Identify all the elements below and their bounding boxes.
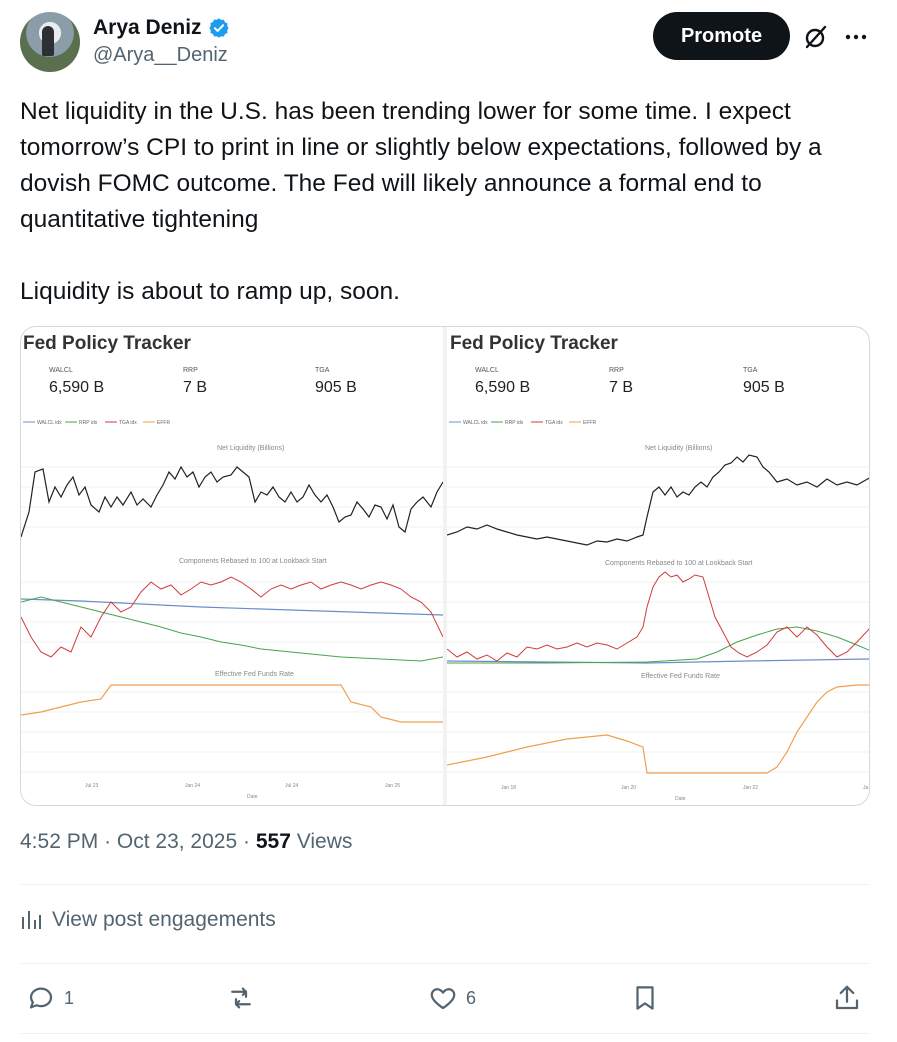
action-bar: 1 6 xyxy=(20,975,870,1023)
legend-rrp: RRP idx xyxy=(79,420,98,426)
x-tick: Jul 23 xyxy=(85,783,99,789)
x-tick: Jan 18 xyxy=(501,785,516,791)
post-meta: 4:52 PM · Oct 23, 2025 · 557 Views xyxy=(20,830,352,854)
meta-separator: · xyxy=(104,830,112,853)
like-button[interactable]: 6 xyxy=(428,983,476,1013)
bookmark-icon xyxy=(636,986,654,1010)
author-block: Arya Deniz @Arya__Deniz xyxy=(93,16,230,67)
subtitle-components: Components Rebased to 100 at Lookback St… xyxy=(605,560,753,567)
bookmark-button[interactable] xyxy=(630,983,660,1013)
metric-label-walcl: WALCL xyxy=(475,367,499,374)
gridlines xyxy=(21,466,443,773)
share-icon xyxy=(835,985,859,1010)
views-count: 557 xyxy=(255,830,291,853)
chart-plots-left: WALCL idx RRP idx TGA idx EFFR Net Liqui… xyxy=(21,420,443,800)
x-tick: Ja xyxy=(863,785,869,791)
metric-label-tga: TGA xyxy=(743,367,758,374)
avatar[interactable] xyxy=(20,12,80,72)
engagements-label: View post engagements xyxy=(52,908,276,931)
legend: WALCL idx RRP idx TGA idx EFFR xyxy=(449,420,596,426)
display-name[interactable]: Arya Deniz xyxy=(93,16,202,39)
chart-plots-right: WALCL idx RRP idx TGA idx EFFR Net Liqui… xyxy=(447,420,869,802)
repost-icon xyxy=(231,987,251,1009)
divider xyxy=(20,1033,870,1034)
legend-walcl: WALCL idx xyxy=(37,420,62,426)
analytics-icon xyxy=(22,911,41,929)
handle[interactable]: @Arya__Deniz xyxy=(93,44,228,66)
tga-idx-line xyxy=(21,576,443,658)
legend-effr: EFFR xyxy=(583,420,596,426)
x-tick: Jan 22 xyxy=(743,785,758,791)
name-row: Arya Deniz xyxy=(93,16,230,40)
more-options-icon[interactable] xyxy=(843,24,869,50)
x-tick: Jan 20 xyxy=(621,785,636,791)
meta-separator: · xyxy=(243,830,250,853)
repost-button[interactable] xyxy=(226,983,264,1013)
legend-rrp: RRP idx xyxy=(505,420,524,426)
tracker-title: Fed Policy Tracker xyxy=(23,333,191,354)
heart-icon xyxy=(430,988,456,1010)
chart-image-left[interactable]: Fed Policy Tracker WALCL 6,590 B RRP 7 B… xyxy=(21,327,443,805)
walcl-idx-line xyxy=(21,598,443,616)
tracker-title: Fed Policy Tracker xyxy=(450,333,618,354)
verified-badge-icon xyxy=(208,18,229,38)
x-axis-label: Date xyxy=(675,796,686,802)
reply-icon xyxy=(29,987,53,1009)
metric-value-walcl: 6,590 B xyxy=(49,379,105,396)
effr-line xyxy=(21,684,443,723)
rrp-idx-line xyxy=(21,596,443,662)
subtitle-effr: Effective Fed Funds Rate xyxy=(215,671,294,678)
x-tick: Jan 25 xyxy=(385,783,400,789)
subtitle-components: Components Rebased to 100 at Lookback St… xyxy=(179,558,327,565)
metric-label-walcl: WALCL xyxy=(49,367,73,374)
views-label: Views xyxy=(296,830,353,853)
metric-label-rrp: RRP xyxy=(609,367,624,374)
metric-value-rrp: 7 B xyxy=(183,379,208,396)
view-engagements-link[interactable]: View post engagements xyxy=(20,908,276,932)
rrp-idx-line xyxy=(447,626,869,664)
subtitle-effr: Effective Fed Funds Rate xyxy=(641,673,720,680)
reply-count: 1 xyxy=(64,987,75,1008)
x-axis-label: Date xyxy=(247,794,258,800)
legend-tga: TGA idx xyxy=(545,420,563,426)
legend-tga: TGA idx xyxy=(119,420,137,426)
metric-value-walcl: 6,590 B xyxy=(475,379,531,396)
divider xyxy=(20,963,870,964)
gridlines xyxy=(447,466,869,773)
share-button[interactable] xyxy=(832,983,862,1013)
net-liquidity-line xyxy=(447,454,869,546)
post-date[interactable]: Oct 23, 2025 xyxy=(116,830,238,853)
post-text: Net liquidity in the U.S. has been trend… xyxy=(20,98,822,305)
divider xyxy=(20,884,870,885)
subtitle-net-liquidity: Net Liquidity (Billions) xyxy=(645,445,712,452)
metric-value-tga: 905 B xyxy=(743,379,785,396)
walcl-idx-line xyxy=(447,658,869,664)
tga-idx-line xyxy=(447,571,869,662)
post-media[interactable]: Fed Policy Tracker WALCL 6,590 B RRP 7 B… xyxy=(20,326,870,806)
effr-line xyxy=(447,684,869,774)
net-liquidity-line xyxy=(21,465,443,538)
metric-value-tga: 905 B xyxy=(315,379,357,396)
x-tick: Jan 24 xyxy=(185,783,200,789)
metric-label-rrp: RRP xyxy=(183,367,198,374)
promote-button[interactable]: Promote xyxy=(653,12,790,60)
legend-effr: EFFR xyxy=(157,420,170,426)
post-time[interactable]: 4:52 PM xyxy=(20,830,99,853)
like-count: 6 xyxy=(466,987,477,1008)
metric-label-tga: TGA xyxy=(315,367,330,374)
x-tick: Jul 24 xyxy=(285,783,299,789)
post-header: Arya Deniz @Arya__Deniz Promote xyxy=(20,12,877,74)
chart-image-right[interactable]: Fed Policy Tracker WALCL 6,590 B RRP 7 B… xyxy=(447,327,869,805)
reply-button[interactable]: 1 xyxy=(26,983,74,1013)
legend-walcl: WALCL idx xyxy=(463,420,488,426)
subtitle-net-liquidity: Net Liquidity (Billions) xyxy=(217,445,284,452)
legend: WALCL idx RRP idx TGA idx EFFR xyxy=(23,420,170,426)
metric-value-rrp: 7 B xyxy=(609,379,634,396)
image-divider xyxy=(443,327,447,805)
grok-icon[interactable] xyxy=(803,24,829,50)
